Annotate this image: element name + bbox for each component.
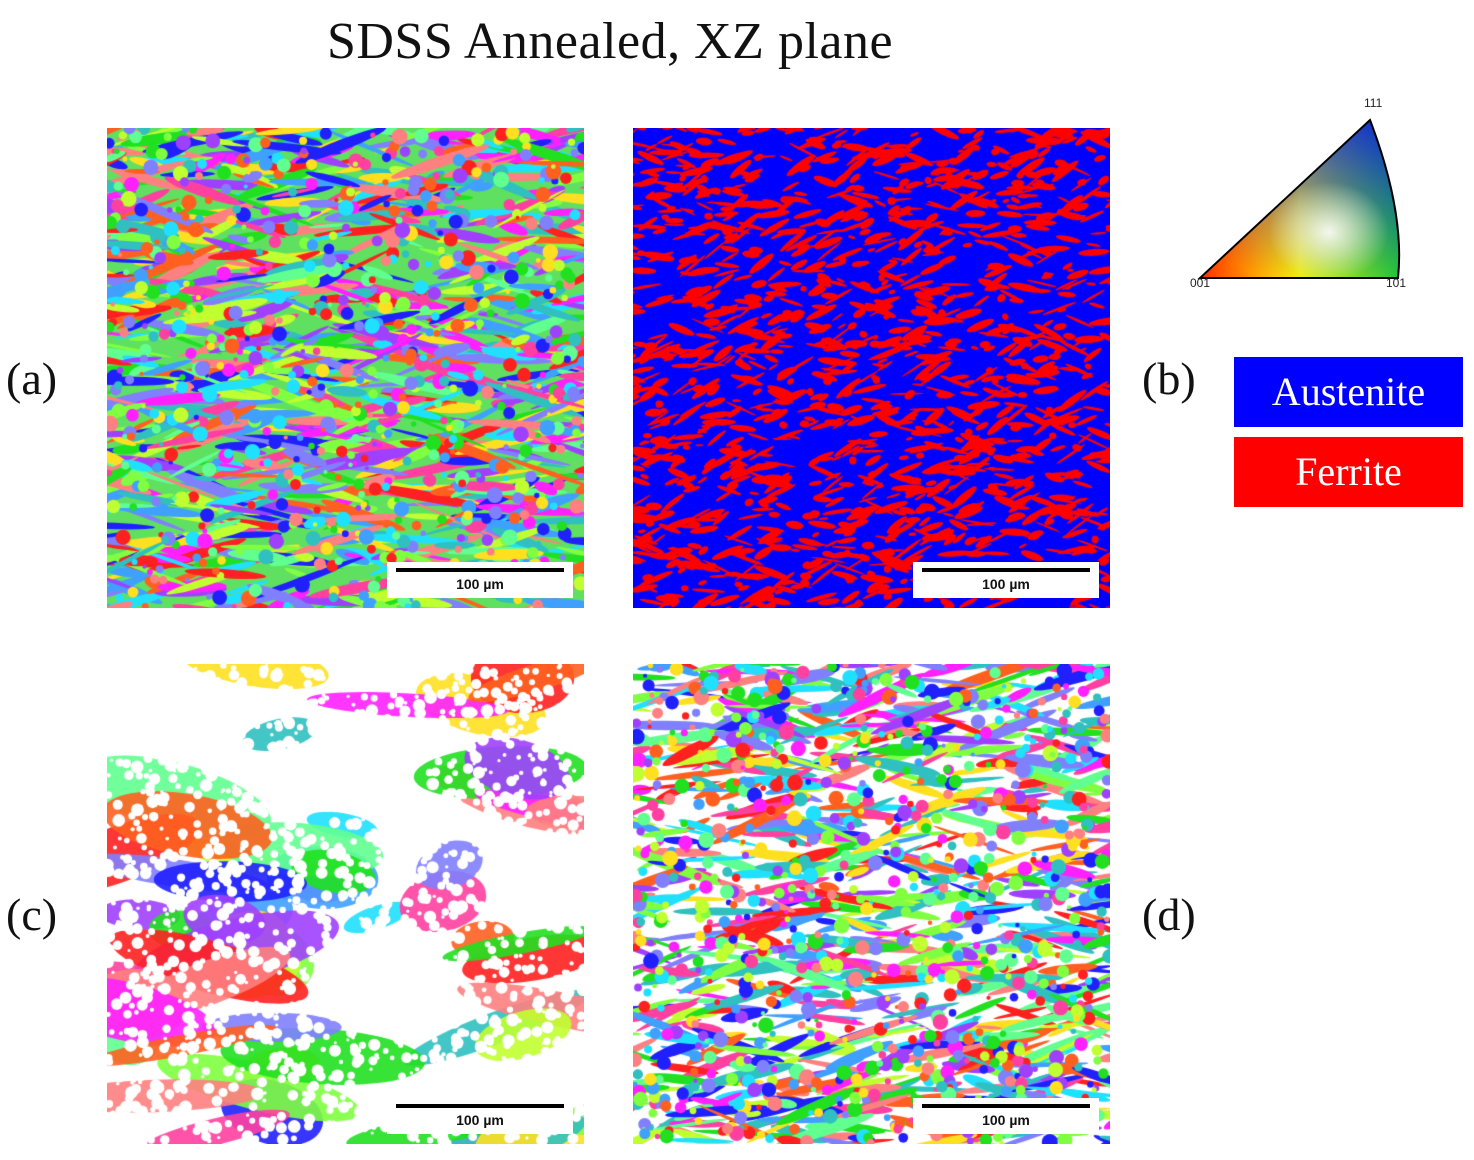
ipf-label-101: 101	[1386, 276, 1407, 290]
ipf-map-image	[107, 128, 584, 608]
scale-bar: 100 µm	[387, 562, 573, 598]
scale-bar: 100 µm	[387, 1098, 573, 1134]
scale-bar-label: 100 µm	[982, 576, 1030, 592]
panel-label-b: (b)	[1142, 353, 1196, 404]
scale-bar-label: 100 µm	[456, 1112, 504, 1128]
phase-map-image	[633, 128, 1110, 608]
figure-title: SDSS Annealed, XZ plane	[326, 13, 894, 70]
scale-bar-label: 100 µm	[456, 576, 504, 592]
ipf-label-111: 111	[1364, 96, 1383, 110]
ipf-color-key: 111 001 101	[1180, 92, 1420, 292]
legend-ferrite: Ferrite	[1234, 437, 1463, 507]
panel-a-ipf-map: 100 µm	[107, 128, 584, 608]
ipf-triangle-icon	[1197, 118, 1401, 279]
scale-bar-label: 100 µm	[982, 1112, 1030, 1128]
legend-austenite: Austenite	[1234, 357, 1463, 427]
panel-label-d: (d)	[1142, 889, 1196, 940]
panel-label-c: (c)	[6, 889, 58, 940]
ipf-label-001: 001	[1190, 276, 1211, 290]
ferrite-ipf-image	[107, 664, 584, 1144]
scale-bar: 100 µm	[913, 562, 1099, 598]
panel-d-austenite-ipf-map: 100 µm	[633, 664, 1110, 1144]
austenite-ipf-image	[633, 664, 1110, 1144]
panel-label-a: (a)	[6, 353, 58, 404]
panel-c-ferrite-ipf-map: 100 µm	[107, 664, 584, 1144]
panel-b-phase-map: 100 µm	[633, 128, 1110, 608]
scale-bar: 100 µm	[913, 1098, 1099, 1134]
